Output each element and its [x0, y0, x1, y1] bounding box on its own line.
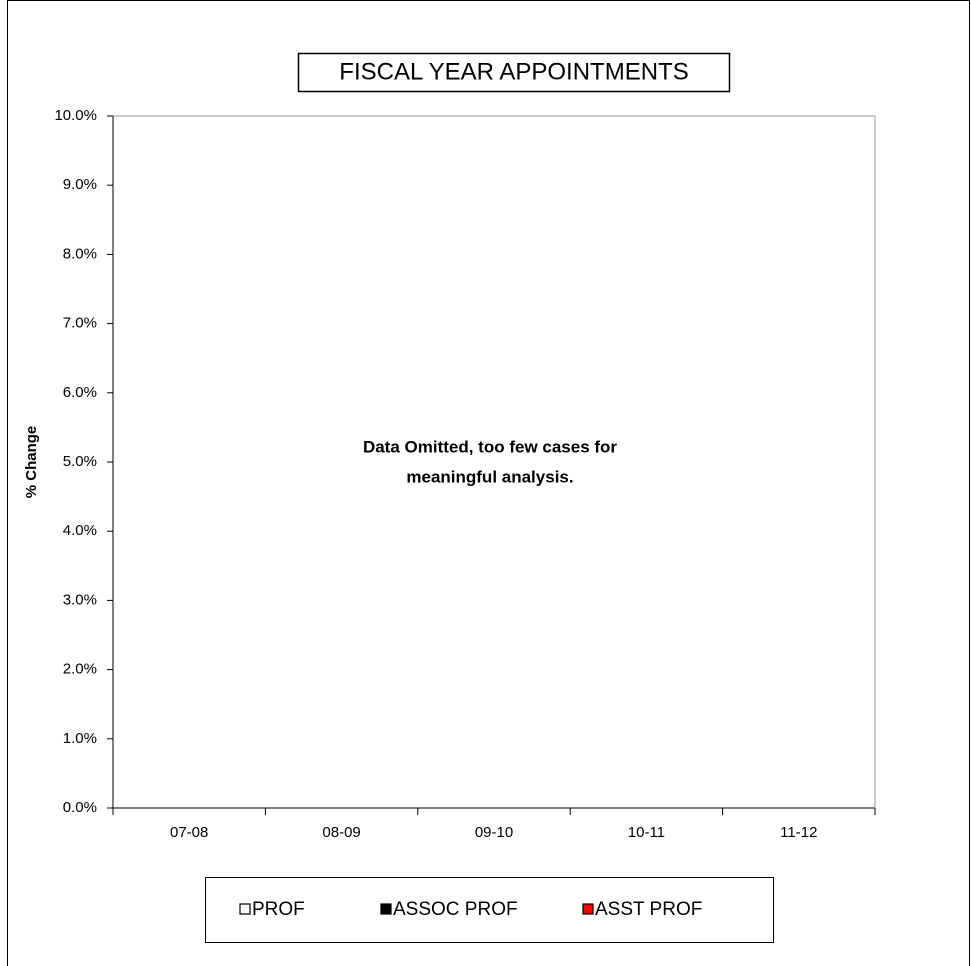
x-tick-label: 08-09: [322, 824, 360, 841]
legend-swatch: [239, 903, 251, 915]
y-tick-label: 8.0%: [63, 245, 97, 262]
legend-label: ASSOC PROF: [393, 899, 518, 920]
x-tick-label: 10-11: [628, 824, 665, 841]
legend-box: [205, 877, 774, 943]
y-tick-label: 1.0%: [63, 730, 97, 747]
legend-swatch: [582, 903, 594, 915]
y-tick-label: 0.0%: [63, 799, 97, 816]
annotation: Data Omitted, too few cases for: [363, 437, 617, 456]
legend-label: PROF: [252, 899, 305, 920]
y-tick-label: 10.0%: [54, 107, 97, 124]
y-tick-label: 5.0%: [63, 453, 97, 470]
chart-frame: [7, 0, 970, 966]
chart-title: FISCAL YEAR APPOINTMENTS: [339, 58, 688, 85]
annotation: meaningful analysis.: [406, 467, 573, 486]
x-tick-label: 07-08: [170, 824, 208, 841]
y-tick-label: 4.0%: [63, 522, 97, 539]
y-tick-label: 7.0%: [63, 315, 97, 332]
y-tick-label: 2.0%: [63, 661, 97, 678]
legend-label: ASST PROF: [595, 899, 702, 920]
y-tick-label: 9.0%: [63, 176, 97, 193]
y-tick-label: 6.0%: [63, 384, 97, 401]
title-box: [297, 52, 731, 93]
x-tick-label: 11-12: [780, 824, 817, 841]
y-axis-label: % Change: [23, 426, 40, 499]
x-tick-label: 09-10: [475, 824, 513, 841]
y-tick-label: 3.0%: [63, 591, 97, 608]
legend-swatch: [380, 903, 392, 915]
